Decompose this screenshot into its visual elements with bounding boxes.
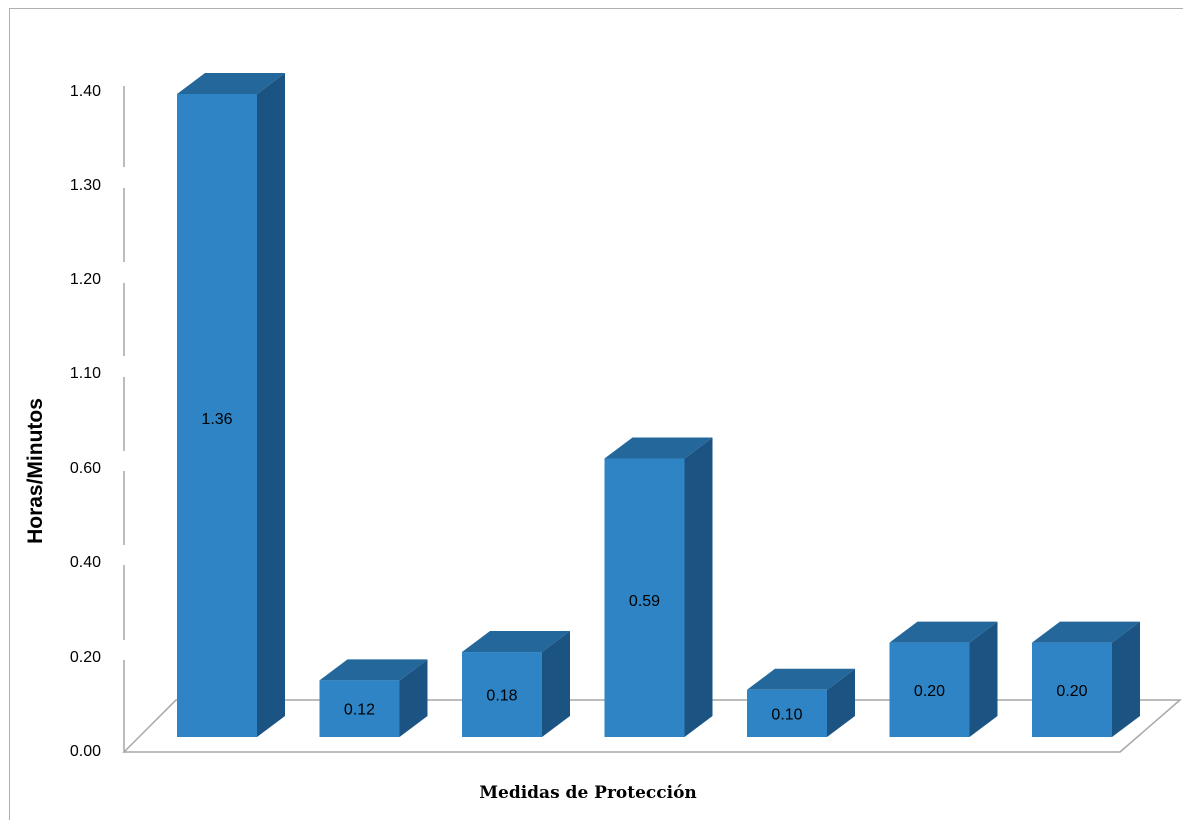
bar-side-face (257, 73, 285, 737)
bar-top-face (604, 437, 713, 459)
bar-front-face (177, 94, 257, 737)
bar-side-face (542, 631, 570, 737)
y-tick-label: 0.60 (70, 460, 101, 477)
x-axis-title: Medidas de Protección (479, 783, 697, 803)
bar-top-face (889, 621, 998, 643)
y-tick-label: 1.30 (70, 177, 101, 194)
bar-front-face (1032, 642, 1112, 737)
y-tick-label: 1.40 (70, 83, 101, 100)
bar (319, 659, 428, 737)
bar-value-label: 0.20 (914, 683, 945, 700)
bar-side-face (1112, 621, 1140, 737)
bar-value-label: 0.20 (1056, 683, 1087, 700)
bar-side-face (969, 621, 998, 737)
bar-side-face (827, 668, 855, 737)
bar (889, 621, 998, 737)
y-tick-label: 0.40 (70, 554, 101, 571)
bar-top-face (462, 631, 570, 653)
bar-front-face (889, 642, 970, 737)
bar-value-label: 1.36 (201, 411, 232, 428)
y-axis: 0.00 0.20 0.40 0.60 1.10 1.20 1.30 1.40 (70, 83, 125, 760)
bar-side-face (684, 437, 713, 737)
y-tick-label: 1.20 (70, 271, 101, 288)
bar-top-face (177, 73, 285, 94)
y-axis-title: Horas/Minutos (24, 398, 47, 544)
bar-top-face (1032, 621, 1140, 643)
y-tick-label: 0.20 (70, 649, 101, 666)
bar (177, 73, 285, 737)
bar-value-label: 0.18 (486, 688, 517, 705)
data-labels: 1.36 0.12 0.18 0.59 0.10 0.20 0.20 (201, 411, 1087, 723)
y-tick-label: 1.10 (70, 365, 101, 382)
bar-side-face (399, 659, 428, 737)
bar (462, 631, 570, 737)
bar-value-label: 0.10 (771, 706, 802, 723)
chart-frame (9, 8, 1183, 820)
bar-value-label: 0.12 (344, 702, 375, 719)
bar-value-label: 0.59 (629, 593, 660, 610)
bar-front-face (462, 652, 542, 737)
bars (177, 73, 1140, 737)
bar (604, 437, 713, 737)
bar-top-face (319, 659, 428, 681)
y-tick-label: 0.00 (70, 743, 101, 760)
bar-top-face (747, 668, 855, 690)
bar-front-face (604, 458, 685, 737)
bar-front-face (319, 680, 400, 737)
bar-front-face (747, 689, 827, 737)
bar (747, 668, 855, 737)
bar (1032, 621, 1140, 737)
